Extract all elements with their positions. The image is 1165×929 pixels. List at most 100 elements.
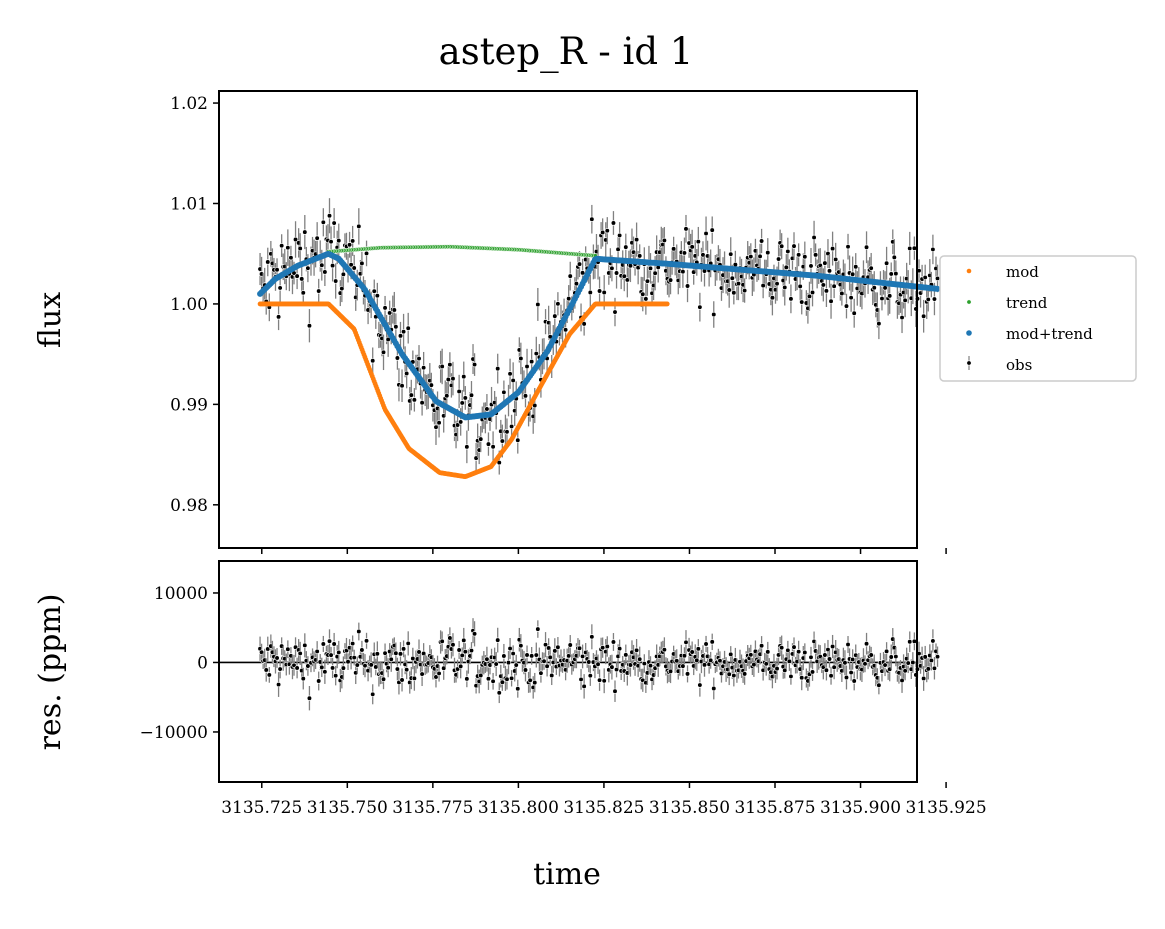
residual-point <box>305 663 311 669</box>
obs-point <box>397 333 404 339</box>
obs-point <box>748 253 754 260</box>
obs-point <box>726 287 732 293</box>
obs-point <box>419 400 425 406</box>
obs-point <box>850 271 856 277</box>
obs-point <box>791 243 797 249</box>
residual-point <box>581 683 587 689</box>
legend-label-obs: obs <box>1006 356 1032 374</box>
obs-point <box>566 295 572 302</box>
obs-point <box>382 305 388 311</box>
time-x-tick-label: 3135.725 <box>221 798 302 818</box>
y-axis-label-residuals: res. (ppm) <box>33 594 68 751</box>
residual-point <box>447 635 453 641</box>
residual-point <box>567 642 573 648</box>
residual-point <box>788 673 794 680</box>
residual-point <box>907 639 913 645</box>
obs-point <box>535 301 541 308</box>
residual-point <box>888 654 894 660</box>
obs-point <box>779 243 785 249</box>
obs-point <box>684 283 691 289</box>
residual-point <box>931 665 938 671</box>
residual-point <box>637 656 643 662</box>
residual-point <box>829 643 836 650</box>
residual-point <box>529 653 535 659</box>
residual-point <box>513 662 519 668</box>
residual-point <box>689 649 695 655</box>
residual-point <box>667 668 674 675</box>
residual-point <box>450 642 456 648</box>
obs-point <box>433 424 439 430</box>
residual-point <box>468 647 475 654</box>
obs-point <box>839 290 845 297</box>
obs-point <box>351 265 357 271</box>
residual-point <box>363 638 370 644</box>
residual-point <box>400 646 407 652</box>
residual-point <box>616 645 623 652</box>
chart-title: astep_R - id 1 <box>439 30 694 74</box>
residual-point <box>848 669 854 676</box>
obs-point <box>808 263 814 269</box>
obs-point <box>371 288 377 294</box>
obs-point <box>374 292 380 299</box>
obs-point <box>802 254 808 260</box>
obs-point <box>411 397 418 403</box>
obs-point <box>741 287 748 294</box>
residual-point <box>319 664 325 671</box>
obs-point <box>930 246 936 253</box>
flux-y-tick-label: 0.98 <box>170 496 208 516</box>
obs-point <box>934 275 941 282</box>
residual-point <box>314 648 320 655</box>
obs-point <box>902 297 908 304</box>
residual-point <box>404 666 410 673</box>
obs-point <box>765 249 771 256</box>
residual-point <box>741 671 748 677</box>
residual-point <box>397 651 404 657</box>
residual-point <box>320 641 326 647</box>
obs-point <box>499 438 505 444</box>
residual-point <box>333 672 339 679</box>
residual-point <box>504 676 510 682</box>
residual-point <box>436 670 442 677</box>
residual-point <box>549 672 555 679</box>
residual-point <box>306 695 313 701</box>
obs-point <box>683 226 689 232</box>
obs-point <box>320 219 326 225</box>
flux-y-tick-label: 0.99 <box>170 395 208 415</box>
obs-point <box>811 234 817 241</box>
obs-point <box>831 283 837 289</box>
obs-point <box>515 437 521 443</box>
obs-point <box>871 285 877 291</box>
residual-point <box>731 672 737 679</box>
obs-point <box>300 290 306 296</box>
residual-point <box>464 676 470 682</box>
residual-point <box>910 659 916 666</box>
obs-point <box>552 313 558 319</box>
residual-point <box>828 673 834 679</box>
residual-point <box>765 649 771 655</box>
residual-point <box>596 677 603 683</box>
obs-point <box>439 363 445 370</box>
obs-point <box>416 355 422 362</box>
residual-point <box>876 682 882 688</box>
obs-point <box>695 238 701 245</box>
obs-point <box>587 289 593 296</box>
obs-point <box>812 252 819 258</box>
x-axis-label-time: time <box>533 857 601 892</box>
obs-point <box>408 392 414 398</box>
obs-point <box>518 355 524 362</box>
obs-point <box>853 264 859 270</box>
obs-point <box>637 253 643 259</box>
residual-point <box>708 657 714 663</box>
residual-point <box>493 661 499 667</box>
residual-point <box>416 649 422 655</box>
residual-point <box>786 658 793 665</box>
residual-point <box>555 644 561 650</box>
obs-point <box>604 228 610 234</box>
residual-point <box>587 673 593 679</box>
time-x-tick-label: 3135.825 <box>563 798 644 818</box>
obs-point <box>826 268 833 274</box>
obs-point <box>336 237 342 244</box>
obs-point <box>573 280 580 287</box>
obs-point <box>394 355 401 361</box>
